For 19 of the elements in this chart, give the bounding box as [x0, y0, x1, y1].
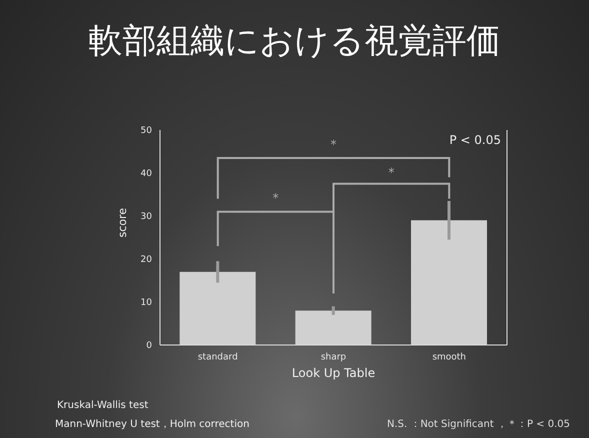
annotation: *: [330, 137, 336, 152]
x-tick-label: smooth: [432, 352, 466, 362]
text: Kruskal-Wallis test: [57, 400, 148, 411]
text: Mann-Whitney U test，Holm correction: [55, 419, 250, 430]
x-tick-label: sharp: [320, 352, 346, 362]
y-tick-label: 40: [140, 169, 152, 180]
annotation: *: [388, 165, 394, 180]
chart-title: 軟部組織における視覚評価: [88, 20, 502, 63]
y-axis-title: score: [116, 208, 129, 238]
y-tick-label: 20: [140, 255, 152, 266]
y-tick-label: 50: [140, 126, 152, 136]
x-tick-label: standard: [198, 352, 238, 362]
y-tick-label: 30: [140, 212, 152, 222]
y-tick-label: 0: [146, 341, 152, 352]
annotation: P < 0.05: [449, 133, 501, 147]
x-axis-title: Look Up Table: [292, 366, 376, 380]
text: N.S. ：Not Significant ，＊：P < 0.05: [386, 419, 570, 430]
y-tick-label: 10: [140, 298, 152, 308]
annotation: *: [272, 191, 279, 206]
